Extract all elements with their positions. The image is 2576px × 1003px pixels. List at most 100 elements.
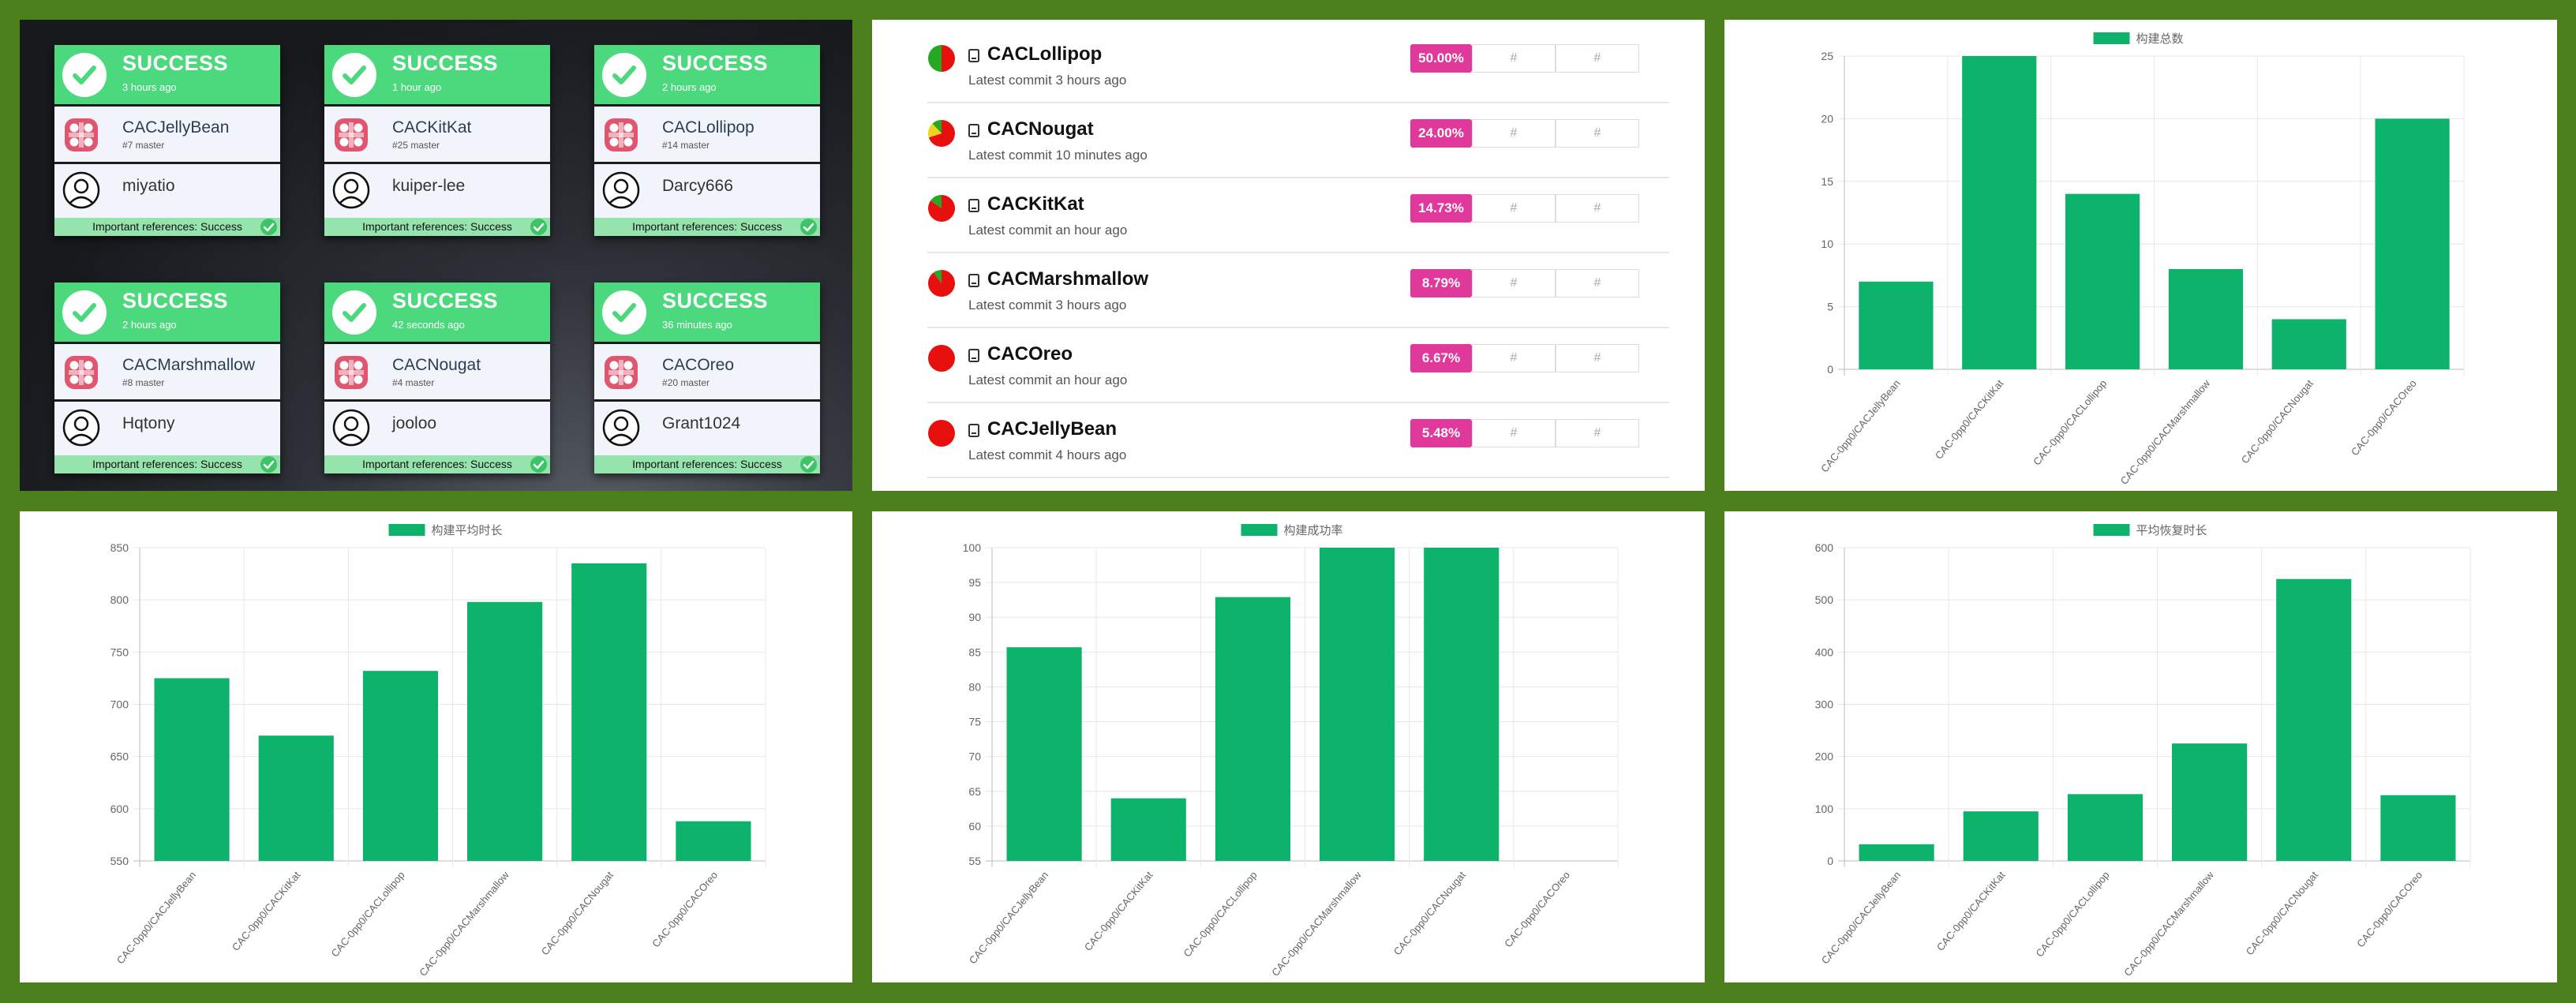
- hash-link[interactable]: #: [1472, 44, 1556, 73]
- references-status: Important references: Success: [362, 458, 512, 470]
- committer-name[interactable]: Hqtony: [122, 414, 175, 432]
- user-avatar-icon: [332, 409, 370, 447]
- x-tick-label: CAC-0pp0/CACLollipop: [2031, 377, 2109, 467]
- project-name[interactable]: CACJellyBean: [122, 118, 230, 137]
- committer-name[interactable]: kuiper-lee: [392, 177, 466, 195]
- build-card[interactable]: SUCCESS 2 hours ago CACLollipop #14 master D…: [594, 45, 820, 236]
- build-time: 2 hours ago: [662, 81, 717, 93]
- hash-link[interactable]: #: [1472, 419, 1556, 447]
- repository-name[interactable]: CACNougat: [987, 118, 1094, 140]
- divider: [54, 399, 280, 402]
- legend-label: 构建成功率: [1284, 524, 1343, 537]
- repository-name[interactable]: CACMarshmallow: [987, 268, 1149, 290]
- repository-row[interactable]: CACNougat Latest commit 10 minutes ago 24.…: [927, 103, 1669, 178]
- y-tick-label: 90: [968, 611, 981, 623]
- bar: [1962, 56, 2037, 369]
- hash-link[interactable]: #: [1556, 344, 1639, 372]
- project-name[interactable]: CACMarshmallow: [122, 356, 256, 374]
- y-tick-label: 700: [110, 698, 129, 711]
- repository-row[interactable]: CACOreo Latest commit an hour ago 6.67% # #: [927, 327, 1669, 403]
- hash-link[interactable]: #: [1556, 194, 1639, 223]
- repository-icon: [968, 199, 979, 212]
- legend-label: 平均恢复时长: [2136, 523, 2207, 537]
- build-card[interactable]: SUCCESS 42 seconds ago CACNougat #4 master j…: [324, 283, 550, 473]
- x-tick-label: CAC-0pp0/CACKitKat: [230, 869, 303, 953]
- contribution-pie-icon: [927, 119, 956, 152]
- y-tick-label: 70: [968, 750, 981, 763]
- committer-info: Grant1024: [594, 402, 820, 455]
- committer-name[interactable]: Grant1024: [662, 414, 741, 432]
- hash-link[interactable]: #: [1472, 269, 1556, 298]
- divider: [594, 399, 820, 402]
- user-avatar-icon: [602, 409, 640, 447]
- y-tick-label: 100: [1815, 803, 1834, 815]
- contribution-pie-icon: [927, 344, 956, 376]
- y-tick-label: 80: [968, 680, 981, 693]
- hash-link[interactable]: #: [1556, 44, 1639, 73]
- repository-name[interactable]: CACLollipop: [987, 43, 1103, 65]
- project-info: CACLollipop #14 master: [594, 107, 820, 162]
- hash-link[interactable]: #: [1472, 119, 1556, 148]
- contribution-pie-icon: [927, 44, 956, 77]
- x-tick-label: CAC-0pp0/CACKitKat: [1082, 869, 1155, 953]
- committer-name[interactable]: Darcy666: [662, 177, 733, 195]
- success-check-icon: [800, 219, 817, 235]
- project-name[interactable]: CACNougat: [392, 356, 481, 374]
- hash-link[interactable]: #: [1472, 344, 1556, 372]
- repository-row[interactable]: CACJellyBean Latest commit 4 hours ago 5.4…: [927, 402, 1669, 478]
- y-tick-label: 800: [110, 593, 129, 606]
- bar: [258, 735, 334, 861]
- percentage-badge: 14.73%: [1410, 194, 1472, 223]
- legend-label: 构建总数: [2136, 32, 2184, 46]
- divider: [324, 162, 550, 164]
- y-tick-label: 10: [1821, 238, 1833, 250]
- y-tick-label: 200: [1815, 750, 1834, 763]
- repository-row[interactable]: CACLollipop Latest commit 3 hours ago 50.0…: [927, 28, 1669, 103]
- build-card[interactable]: SUCCESS 2 hours ago CACMarshmallow #8 maste…: [54, 283, 280, 473]
- build-card[interactable]: SUCCESS 1 hour ago CACKitKat #25 master kuip…: [324, 45, 550, 236]
- success-check-icon: [332, 290, 376, 335]
- committer-name[interactable]: miyatio: [122, 177, 175, 195]
- committer-name[interactable]: jooloo: [392, 414, 437, 432]
- x-tick-label: CAC-0pp0/CACMarshmallow: [1269, 869, 1364, 979]
- references-status: Important references: Success: [92, 458, 242, 470]
- repository-list-panel: CACLollipop Latest commit 3 hours ago 50.0…: [872, 20, 1705, 491]
- build-status-header: SUCCESS 1 hour ago: [324, 45, 550, 105]
- bar: [1424, 548, 1500, 861]
- project-name[interactable]: CACOreo: [662, 356, 735, 374]
- repository-icon: [968, 349, 979, 362]
- x-tick-label: CAC-0pp0/CACNougat: [1391, 869, 1469, 957]
- project-name[interactable]: CACKitKat: [392, 118, 472, 137]
- hash-link[interactable]: #: [1556, 269, 1639, 298]
- bar-chart: 平均恢复时长 0 100 200 300 400 500 600 CAC-0pp0/CACJel…: [1815, 523, 2471, 979]
- repository-row[interactable]: CACMarshmallow Latest commit 3 hours ago 8…: [927, 253, 1669, 328]
- x-tick-label: CAC-0pp0/CACNougat: [539, 869, 616, 957]
- hash-link[interactable]: #: [1472, 194, 1556, 223]
- y-tick-label: 500: [1815, 593, 1834, 606]
- hash-link[interactable]: #: [1556, 419, 1639, 447]
- bar-chart: 构建总数 0 5 10 15 20 25 CAC-0pp0/CACJellyBean CAC-0…: [1818, 32, 2465, 487]
- success-check-icon: [602, 53, 646, 97]
- latest-commit-time: Latest commit 10 minutes ago: [968, 148, 1148, 163]
- project-name[interactable]: CACLollipop: [662, 118, 754, 137]
- repository-name[interactable]: CACKitKat: [987, 193, 1084, 215]
- bar: [2271, 319, 2346, 369]
- bar: [2276, 578, 2352, 861]
- y-tick-label: 0: [1827, 855, 1833, 867]
- y-tick-label: 600: [1815, 541, 1834, 554]
- repository-name[interactable]: CACJellyBean: [987, 418, 1118, 440]
- y-tick-label: 60: [968, 820, 981, 833]
- hash-link[interactable]: #: [1556, 119, 1639, 148]
- build-status-header: SUCCESS 42 seconds ago: [324, 283, 550, 342]
- x-tick-label: CAC-0pp0/CACLollipop: [328, 869, 406, 959]
- build-card[interactable]: SUCCESS 36 minutes ago CACOreo #20 master Gr…: [594, 283, 820, 473]
- legend-swatch: [1241, 524, 1278, 536]
- contribution-pie-icon: [927, 419, 956, 451]
- build-time: 2 hours ago: [122, 319, 177, 331]
- repository-row[interactable]: CACKitKat Latest commit an hour ago 14.73%…: [927, 178, 1669, 253]
- bar: [1859, 844, 1934, 861]
- build-card[interactable]: SUCCESS 3 hours ago CACJellyBean #7 master m…: [54, 45, 280, 236]
- repository-icon: [968, 424, 979, 437]
- repository-name[interactable]: CACOreo: [987, 343, 1073, 365]
- latest-commit-time: Latest commit 4 hours ago: [968, 447, 1127, 462]
